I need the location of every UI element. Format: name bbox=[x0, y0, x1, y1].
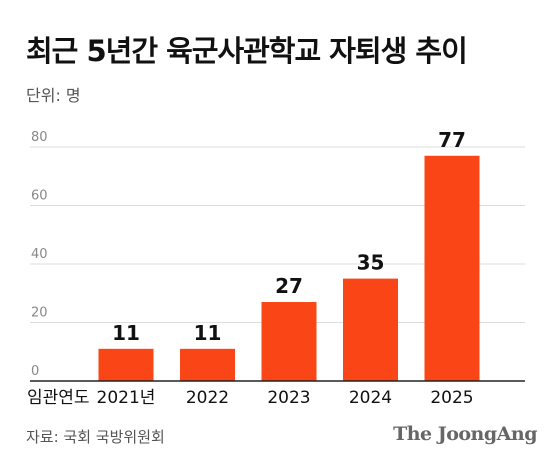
bar-2021년 bbox=[98, 348, 154, 381]
source-note: 자료: 국회 국방위원회 bbox=[26, 428, 165, 446]
bars bbox=[98, 155, 480, 381]
bar-2022 bbox=[180, 348, 235, 381]
x-axis-title: 임관연도 bbox=[27, 388, 90, 408]
labels: 0 20 40 60 80 11 2021년 11 2022 27 2023 35 2024 77 2025… bbox=[27, 128, 474, 408]
x-tick-label: 2023 bbox=[267, 388, 310, 408]
bar-2025 bbox=[424, 155, 480, 381]
value-label: 27 bbox=[275, 274, 303, 298]
x-tick-label: 2022 bbox=[186, 388, 229, 408]
value-label: 77 bbox=[438, 128, 466, 152]
x-tick-label: 2024 bbox=[349, 388, 392, 408]
unit-label: 단위: 명 bbox=[26, 86, 81, 105]
chart-title: 최근 5년간 육군사관학교 자퇴생 추이 bbox=[26, 34, 468, 68]
y-tick-label: 80 bbox=[31, 130, 48, 145]
brand-logo: The JoongAng bbox=[393, 423, 537, 445]
value-label: 11 bbox=[194, 321, 222, 345]
y-tick-label: 0 bbox=[31, 364, 39, 379]
x-tick-label: 2021년 bbox=[97, 388, 156, 408]
y-tick-label: 60 bbox=[31, 189, 48, 204]
value-label: 35 bbox=[357, 251, 385, 275]
bar-2023 bbox=[261, 302, 317, 381]
value-label: 11 bbox=[112, 321, 140, 345]
x-tick-label: 2025 bbox=[430, 388, 473, 408]
y-tick-label: 20 bbox=[31, 306, 48, 321]
bar-2024 bbox=[343, 278, 398, 381]
y-tick-label: 40 bbox=[31, 247, 48, 262]
